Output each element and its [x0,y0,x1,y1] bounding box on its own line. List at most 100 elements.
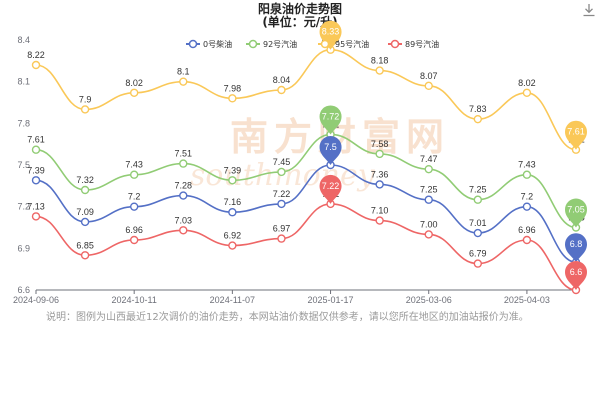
gas92-min-pin-shape [565,198,587,228]
gas92-data-label: 7.47 [420,154,438,164]
legend-swatch-dot [390,39,400,49]
gas92-data-label: 7.43 [125,160,143,170]
legend-swatch-dot [248,39,258,49]
diesel0-point[interactable] [80,217,90,227]
gas95-data-label: 8.07 [420,71,438,81]
gas92-point[interactable] [31,145,41,154]
chart-subtitle: (单位：元/升) [262,14,337,29]
gas89-point[interactable] [277,234,286,243]
download-icon[interactable] [582,2,596,17]
gas92-point[interactable] [473,195,483,204]
gas89-min-pin: 6.6 [565,261,587,290]
gas95-point[interactable] [424,81,433,91]
diesel0-point[interactable] [31,176,41,185]
gas89-data-label: 7.13 [27,201,45,211]
gas89-point[interactable] [424,230,433,239]
diesel0-data-label: 7.2 [128,192,141,202]
gas95-point[interactable] [277,85,286,95]
diesel0-point[interactable] [375,180,384,189]
gas95-point[interactable] [473,114,483,124]
gas89-point[interactable] [179,226,188,235]
gas95-point[interactable] [129,88,139,97]
gas89-data-label: 7.00 [420,219,438,229]
x-tick-label: 2024-09-06 [13,295,59,305]
gas95-point[interactable] [179,77,188,86]
x-tick-label: 2024-11-07 [210,295,255,305]
gas95-point[interactable] [31,60,41,70]
gas89-data-label: 6.96 [125,225,143,235]
diesel0-min-pin: 6.8 [565,233,587,263]
legend-swatch-dot [320,39,330,49]
diesel0-data-label: 7.39 [27,165,45,175]
gas89-data-label: 6.85 [76,240,94,250]
gas92-point[interactable] [129,170,139,179]
gas95-point[interactable] [228,94,237,103]
gas89-point[interactable] [522,235,532,245]
y-tick-label: 6.9 [17,243,30,253]
diesel0-data-label: 7.2 [521,192,534,202]
gas89-data-label: 6.92 [224,231,242,241]
gas92-data-label: 7.43 [518,160,536,170]
legend-item-gas89[interactable]: 89号汽油 [388,39,439,49]
legend-item-diesel0[interactable]: 0号柴油 [186,39,232,49]
diesel0-point[interactable] [179,191,188,200]
gas89-max-pin: 7.22 [319,174,342,204]
legend-item-gas92[interactable]: 92号汽油 [246,39,297,49]
gas89-data-label: 7.03 [175,215,193,225]
diesel0-point[interactable] [277,199,286,209]
marker-pins: 7.5 6.8 7.72 7.05 8.33 7.61 7.22 6.6 [319,20,587,290]
gas92-point[interactable] [228,176,237,185]
gas95-series-line [35,48,577,151]
legend-label: 89号汽油 [405,39,439,49]
gas89-point[interactable] [228,241,237,250]
gas95-point[interactable] [522,88,532,97]
axes: 6.6 6.9 7.2 7.5 7.8 8.1 8.4 2024-09-06 2024-10-1… [13,35,576,305]
gas92-point[interactable] [277,167,286,177]
gas89-min-pin-shape [565,261,587,290]
x-tick-label: 2025-04-03 [504,295,550,305]
gas89-point[interactable] [129,235,139,245]
x-tick-label: 2024-10-11 [111,295,156,305]
gas92-point[interactable] [179,159,188,168]
diesel0-data-label: 7.01 [469,218,487,228]
diesel0-point[interactable] [522,202,532,211]
gas89-data-label: 6.96 [518,225,536,235]
gas92-point[interactable] [375,149,384,159]
gas89-min-pin-label: 6.6 [570,267,583,277]
gas92-data-label: 7.39 [224,165,242,175]
gas89-point[interactable] [80,251,90,260]
legend-swatch-dot [188,39,198,49]
gas89-data-label: 7.10 [371,206,389,216]
gas89-point[interactable] [31,212,41,221]
gas95-min-pin: 7.61 [565,120,587,150]
diesel0-data-label: 7.36 [371,169,389,179]
gas95-data-label: 7.9 [79,94,92,104]
diesel0-point[interactable] [228,208,237,217]
gas95-point[interactable] [80,105,90,114]
gas92-max-pin-label: 7.72 [322,111,340,121]
diesel0-point[interactable] [424,195,433,204]
diesel0-data-label: 7.25 [420,185,438,195]
gas92-point[interactable] [522,170,532,179]
gas92-data-label: 7.51 [175,149,193,159]
y-tick-label: 7.2 [17,202,30,212]
diesel0-point[interactable] [473,228,483,238]
gas95-min-pin-shape [565,120,587,150]
gas95-point[interactable] [375,66,384,75]
gas89-point[interactable] [375,216,384,225]
gas92-point[interactable] [80,185,90,195]
legend-label: 95号汽油 [335,39,369,49]
legend-label: 0号柴油 [203,39,232,49]
gas92-min-pin-label: 7.05 [567,205,585,215]
gas92-point[interactable] [424,164,433,174]
diesel0-min-pin-label: 6.8 [570,239,583,249]
gas89-point[interactable] [473,259,483,268]
legend-item-gas95[interactable]: 95号汽油 [318,39,369,49]
gas92-min-pin: 7.05 [565,198,587,228]
gas89-max-pin-label: 7.22 [322,181,340,191]
diesel0-data-label: 7.28 [175,181,193,191]
chart-title: 阳泉油价走势图 [258,1,342,16]
gas95-max-pin-label: 8.33 [322,27,340,37]
diesel0-point[interactable] [129,202,139,211]
